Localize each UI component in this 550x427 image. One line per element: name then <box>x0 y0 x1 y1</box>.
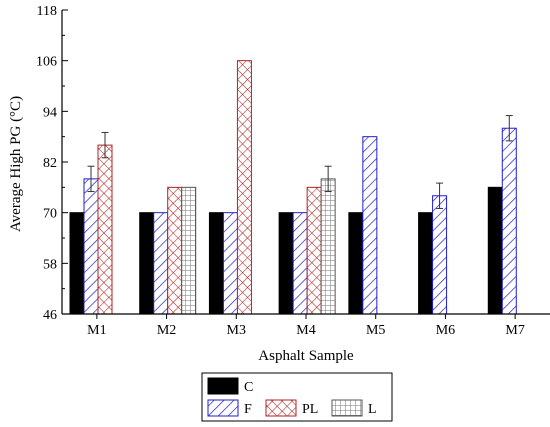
bar-f-m1 <box>83 178 99 315</box>
bar-c-m6 <box>418 212 434 315</box>
legend-label-l: L <box>368 402 377 417</box>
bar-pl-m4 <box>306 186 322 315</box>
bar-f-m6 <box>432 195 448 315</box>
x-axis-title: Asphalt Sample <box>258 348 354 364</box>
x-tick-label: M4 <box>296 323 315 338</box>
y-tick-label: 58 <box>43 257 57 272</box>
bar-l-m2 <box>181 186 197 315</box>
legend-label-pl: PL <box>302 402 318 417</box>
plot-area <box>69 60 517 315</box>
bar-f-m3 <box>222 212 238 315</box>
legend-swatch-l <box>331 399 363 417</box>
bar-pl-m3 <box>236 60 252 315</box>
legend-swatch-f <box>207 399 239 417</box>
bar-pl-m1 <box>97 144 113 315</box>
y-tick-label: 106 <box>36 55 57 70</box>
x-tick-label: M2 <box>157 323 176 338</box>
bar-f-m4 <box>292 212 308 315</box>
x-axis: M1 M2 M3 M4 M5 M6 M7 <box>62 313 550 338</box>
bar-c-m7 <box>487 186 503 315</box>
bar-f-m5 <box>362 136 378 315</box>
y-tick-label: 94 <box>43 105 57 120</box>
bar-pl-m2 <box>167 186 183 315</box>
x-tick-label: M6 <box>436 323 455 338</box>
y-axis: 46 58 70 82 94 106 118 <box>36 4 68 323</box>
y-tick-label: 118 <box>37 4 57 19</box>
x-tick-label: M1 <box>87 323 106 338</box>
x-tick-label: M5 <box>366 323 385 338</box>
bar-c-m1 <box>69 212 85 315</box>
y-axis-title: Average High PG (°C) <box>8 96 24 232</box>
bar-c-m5 <box>348 212 364 315</box>
y-tick-label: 46 <box>43 308 57 323</box>
x-tick-label: M3 <box>227 323 246 338</box>
bar-c-m2 <box>139 212 155 315</box>
y-tick-label: 70 <box>43 207 57 222</box>
legend-swatch-pl <box>265 399 297 417</box>
legend-label-c: C <box>244 380 253 395</box>
bar-c-m3 <box>208 212 224 315</box>
x-tick-label: M7 <box>505 323 524 338</box>
legend-label-f: F <box>244 402 252 417</box>
legend-swatch-c <box>207 377 239 395</box>
bar-c-m4 <box>278 212 294 315</box>
bar-f-m2 <box>153 212 169 315</box>
bar-l-m4 <box>320 178 336 315</box>
bar-f-m7 <box>501 127 517 315</box>
legend: CF PL L <box>201 372 393 422</box>
y-tick-label: 82 <box>43 156 57 171</box>
